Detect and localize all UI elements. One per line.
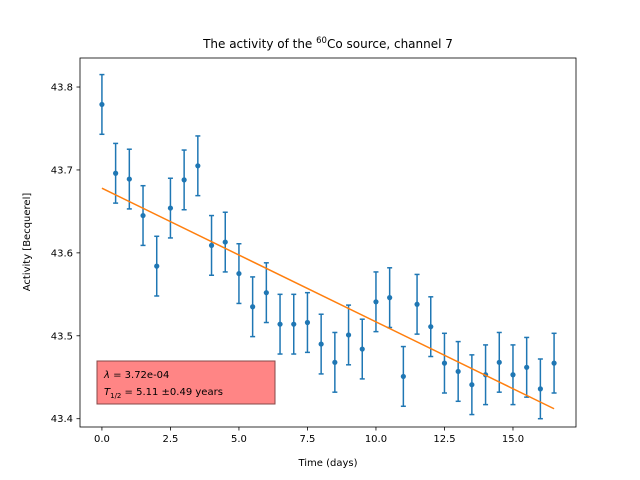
axes-frame [79, 57, 577, 428]
data-point [113, 170, 119, 176]
data-point [455, 368, 461, 375]
data-point [208, 242, 215, 249]
x-axis-label: Time (days) [297, 458, 357, 469]
data-point [181, 177, 187, 183]
data-point [99, 101, 105, 108]
title-part-after: Co source, channel 7 [327, 37, 453, 51]
data-point [318, 341, 324, 347]
data-point [510, 372, 516, 378]
data-point [304, 319, 311, 326]
title-part-before: The activity of the [202, 37, 316, 51]
chart-title: The activity of the 60Co source, channel… [202, 36, 453, 51]
data-point [469, 382, 475, 388]
y-tick-label: 43.8 [51, 83, 73, 94]
data-point [428, 324, 434, 330]
data-point [236, 270, 242, 277]
annotation-box [96, 360, 276, 405]
halflife-symbol: T [104, 387, 111, 398]
y-tick-label: 43.7 [51, 165, 73, 176]
data-point [263, 290, 269, 296]
x-tick-label: 2.5 [162, 434, 178, 445]
data-point [222, 239, 228, 245]
data-point [373, 299, 379, 305]
x-axis-ticks: 0.0 2.5 5.0 7.5 10.0 12.5 15.0 [94, 427, 524, 445]
data-point [140, 212, 146, 219]
halflife-subscript: 1/2 [110, 392, 121, 400]
lambda-symbol: λ [103, 370, 110, 381]
fit-line [101, 187, 555, 410]
annotation-lambda-line: λ = 3.72e-04 [103, 370, 169, 381]
lambda-value: = 3.72e-04 [110, 370, 170, 381]
data-point [551, 360, 557, 366]
y-axis-label: Activity [Becquerel] [22, 193, 33, 292]
data-point [441, 360, 448, 366]
y-tick-label: 43.5 [51, 331, 73, 342]
x-tick-label: 10.0 [365, 434, 387, 445]
x-tick-label: 7.5 [299, 434, 315, 445]
data-layer [99, 73, 557, 420]
y-tick-label: 43.6 [51, 248, 73, 259]
data-point [345, 332, 352, 338]
data-point [332, 359, 338, 365]
data-point [359, 346, 365, 352]
x-tick-label: 0.0 [94, 434, 110, 445]
annotation-halflife-line: T1/2 = 5.11 ±0.49 years [104, 387, 223, 400]
data-point [496, 359, 502, 365]
x-tick-label: 12.5 [433, 434, 455, 445]
data-point [291, 321, 297, 327]
y-tick-label: 43.4 [51, 414, 73, 425]
data-point [524, 364, 530, 370]
data-point [250, 304, 256, 310]
title-superscript: 60 [316, 36, 327, 46]
data-point [126, 176, 132, 182]
data-point [277, 321, 283, 327]
data-point [400, 373, 406, 380]
y-axis-ticks: 43.4 43.5 43.6 43.7 43.8 [51, 83, 80, 425]
data-point [414, 301, 420, 307]
plot-area [79, 57, 577, 428]
data-point [154, 263, 160, 269]
data-point [387, 295, 393, 301]
x-tick-label: 5.0 [231, 434, 247, 445]
data-point [167, 205, 174, 211]
fit-result-annotation: λ = 3.72e-04 T1/2 = 5.11 ±0.49 years [96, 360, 276, 405]
data-point [537, 386, 543, 392]
data-point [195, 163, 201, 169]
halflife-value: = 5.11 ±0.49 years [121, 387, 223, 398]
x-tick-label: 15.0 [502, 434, 524, 445]
